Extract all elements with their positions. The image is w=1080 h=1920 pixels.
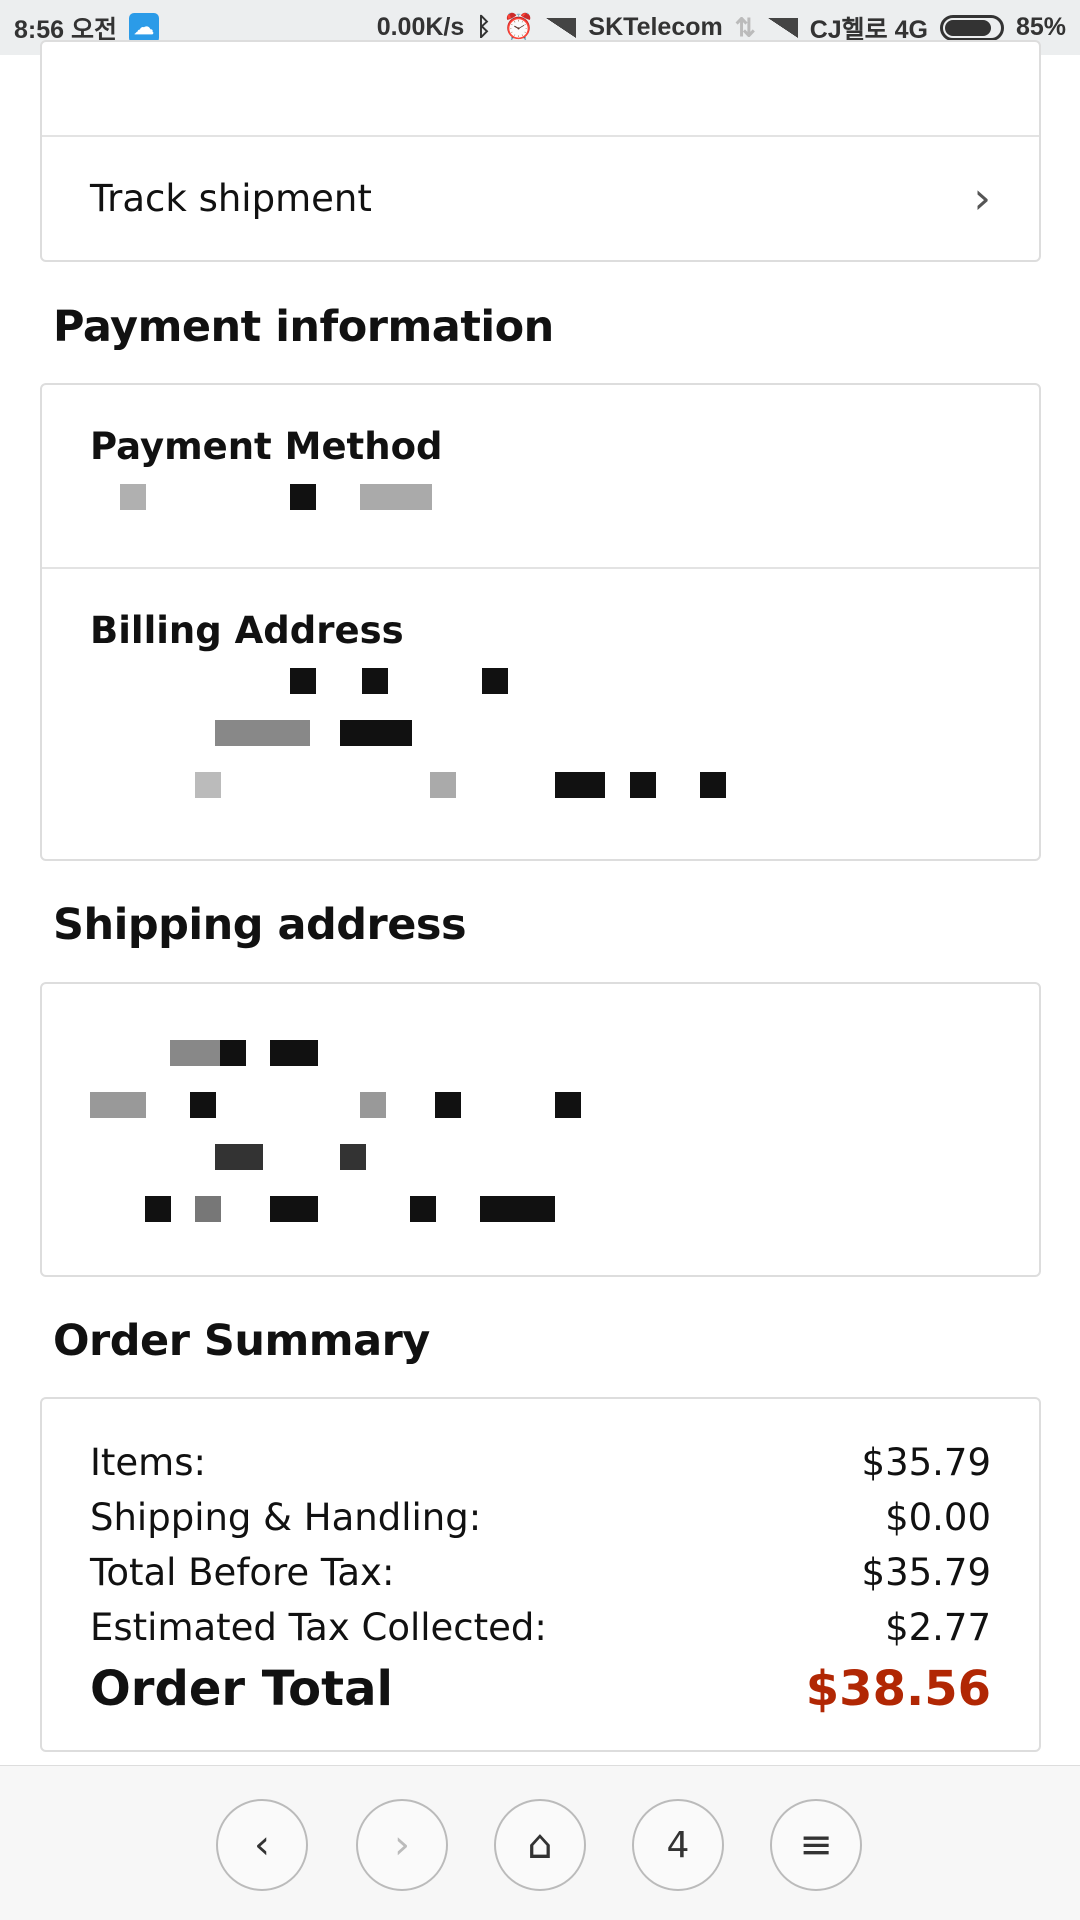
summary-value: $35.79 xyxy=(861,1441,991,1484)
signal-icon-2 xyxy=(767,17,798,38)
payment-method-row: Payment Method xyxy=(42,385,1039,569)
clock: 8:56 오전 xyxy=(14,15,117,44)
back-button[interactable]: ‹ xyxy=(216,1799,308,1891)
summary-value: $0.00 xyxy=(885,1496,991,1539)
browser-nav-bar: ‹ › ⌂ 4 ≡ xyxy=(0,1765,1080,1920)
forward-button[interactable]: › xyxy=(356,1799,448,1891)
network-speed: 0.00K/s xyxy=(376,13,465,41)
battery-icon xyxy=(939,14,1004,41)
alarm-icon: ⏰ xyxy=(503,13,535,41)
summary-value: $35.79 xyxy=(861,1551,991,1594)
data-transfer-icon: ⇅ xyxy=(734,13,756,42)
billing-address-row: Billing Address xyxy=(42,569,1039,859)
signal-icon xyxy=(546,17,577,38)
chevron-right-icon: › xyxy=(973,173,991,224)
menu-icon: ≡ xyxy=(799,1822,833,1868)
carrier-1: SKTelecom xyxy=(588,13,723,41)
redacted-shipping-line xyxy=(90,1136,991,1180)
payment-card: Payment Method Billing Address xyxy=(40,383,1041,861)
chevron-left-icon: ‹ xyxy=(254,1822,270,1868)
home-button[interactable]: ⌂ xyxy=(494,1799,586,1891)
summary-label: Shipping & Handling: xyxy=(90,1496,482,1539)
order-total-row: Order Total $38.56 xyxy=(90,1655,991,1723)
menu-button[interactable]: ≡ xyxy=(770,1799,862,1891)
summary-row-before-tax: Total Before Tax: $35.79 xyxy=(90,1545,991,1600)
shipping-heading: Shipping address xyxy=(53,900,467,950)
order-summary-card: Items: $35.79 Shipping & Handling: $0.00 T… xyxy=(40,1397,1041,1752)
redacted-shipping-line xyxy=(90,1084,991,1128)
payment-heading: Payment information xyxy=(53,302,554,352)
tab-count: 4 xyxy=(666,1824,690,1866)
summary-row-tax: Estimated Tax Collected: $2.77 xyxy=(90,1600,991,1655)
summary-label: Estimated Tax Collected: xyxy=(90,1606,547,1649)
billing-address-label: Billing Address xyxy=(90,609,404,652)
carrier-2: CJ헬로 4G xyxy=(809,15,928,44)
battery-percent: 85% xyxy=(1015,13,1066,41)
order-total-value: $38.56 xyxy=(805,1661,991,1717)
redacted-shipping-line xyxy=(90,1188,991,1232)
home-icon: ⌂ xyxy=(527,1822,553,1868)
track-shipment-label: Track shipment xyxy=(90,177,372,220)
redacted-billing-line xyxy=(90,712,991,756)
weather-app-icon: ☁ xyxy=(128,12,159,43)
order-total-label: Order Total xyxy=(90,1661,393,1717)
summary-row-shipping: Shipping & Handling: $0.00 xyxy=(90,1490,991,1545)
bluetooth-icon: ᛒ xyxy=(476,13,492,41)
redacted-shipping-line xyxy=(90,1032,991,1076)
summary-label: Items: xyxy=(90,1441,206,1484)
summary-label: Total Before Tax: xyxy=(90,1551,395,1594)
track-shipment-row[interactable]: Track shipment › xyxy=(42,137,1039,260)
order-summary-heading: Order Summary xyxy=(53,1316,430,1366)
chevron-right-icon: › xyxy=(394,1822,410,1868)
tabs-button[interactable]: 4 xyxy=(632,1799,724,1891)
redacted-billing-line xyxy=(90,660,991,704)
shipment-card: Track shipment › xyxy=(40,40,1041,262)
shipping-card xyxy=(40,982,1041,1277)
redacted-billing-line xyxy=(90,764,991,808)
payment-method-label: Payment Method xyxy=(90,425,443,468)
shipment-info-row xyxy=(42,42,1039,137)
redacted-card-info xyxy=(90,476,991,520)
summary-row-items: Items: $35.79 xyxy=(90,1435,991,1490)
summary-value: $2.77 xyxy=(885,1606,991,1649)
